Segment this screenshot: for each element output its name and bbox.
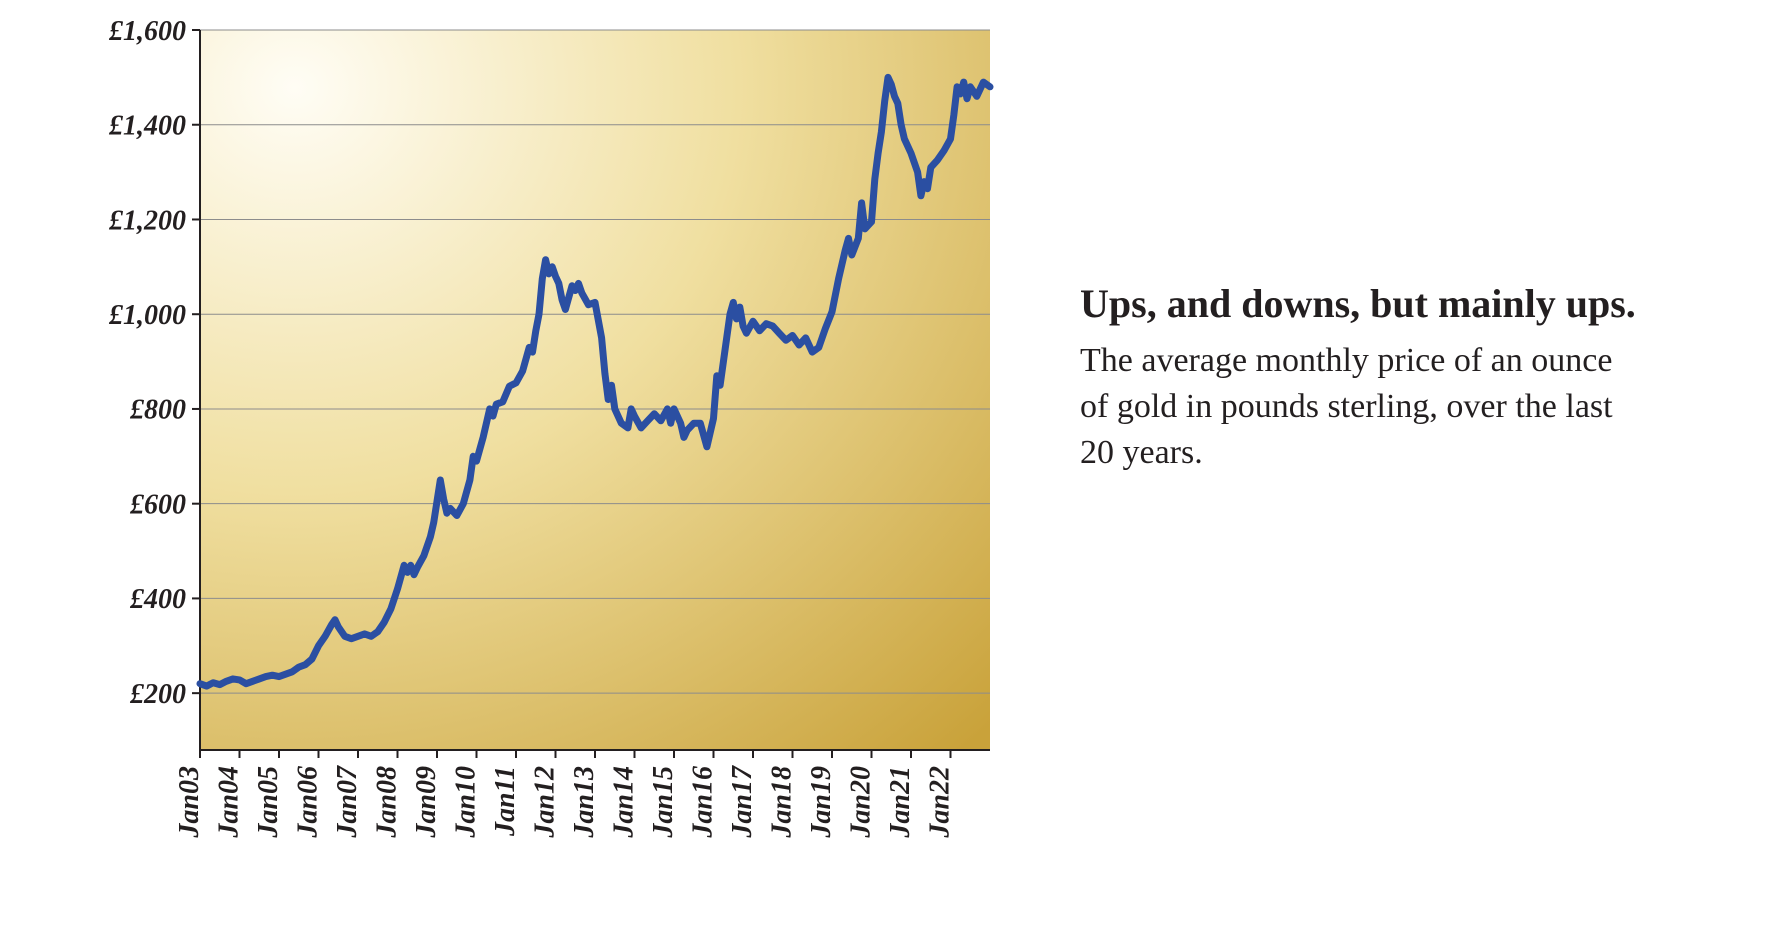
y-tick-label: £1,000 — [108, 300, 186, 331]
caption-block: Ups, and downs, but mainly ups. The aver… — [1080, 280, 1640, 476]
y-tick-label: £1,200 — [108, 205, 186, 236]
y-tick-label: £600 — [129, 489, 186, 520]
x-tick-label: Jan20 — [846, 766, 877, 839]
x-tick-label: Jan07 — [332, 765, 363, 839]
x-tick-label: Jan21 — [885, 766, 916, 839]
x-tick-label: Jan10 — [451, 766, 482, 839]
x-tick-label: Jan15 — [648, 766, 679, 839]
x-tick-label: Jan04 — [214, 766, 245, 839]
x-tick-label: Jan17 — [727, 765, 758, 839]
page-root: £200 £400 £600 £800 £1,000 £1,200 £1,400 £1,600… — [0, 0, 1784, 950]
x-tick-label: Jan11 — [490, 766, 521, 837]
gold-price-chart: £200 £400 £600 £800 £1,000 £1,200 £1,400 £1,600… — [60, 20, 1010, 920]
y-tick-label: £800 — [129, 395, 186, 426]
x-tick-label: Jan03 — [174, 766, 205, 839]
x-tick-label: Jan12 — [530, 766, 561, 839]
x-tick-label: Jan16 — [688, 766, 719, 839]
x-tick-label: Jan08 — [372, 766, 403, 839]
y-tick-label: £1,400 — [108, 111, 186, 142]
y-tick-label: £200 — [129, 679, 186, 710]
caption-title: Ups, and downs, but mainly ups. — [1080, 280, 1640, 328]
x-tick-label: Jan05 — [253, 766, 284, 839]
y-tick-label: £400 — [129, 584, 186, 615]
x-tick-label: Jan22 — [925, 766, 956, 839]
x-tick-label: Jan14 — [609, 766, 640, 839]
x-tick-label: Jan19 — [806, 766, 837, 839]
caption-body: The average monthly price of an ounce of… — [1080, 338, 1640, 476]
x-tick-label: Jan06 — [293, 766, 324, 839]
x-tick-label: Jan13 — [569, 766, 600, 839]
x-tick-label: Jan09 — [411, 766, 442, 839]
x-tick-label: Jan18 — [767, 766, 798, 839]
y-tick-label: £1,600 — [108, 20, 186, 47]
